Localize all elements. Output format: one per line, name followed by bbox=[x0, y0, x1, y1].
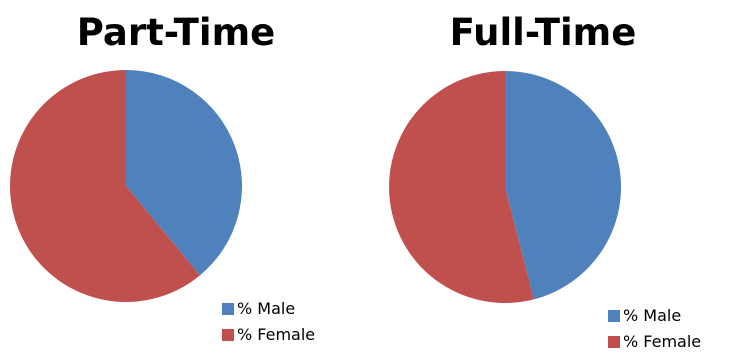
pie-slice-male bbox=[126, 70, 242, 276]
pie-plot-area bbox=[389, 71, 622, 303]
legend: % Male % Female bbox=[608, 303, 701, 355]
legend-label-female: % Female bbox=[237, 325, 316, 344]
legend-label-male: % Male bbox=[237, 299, 296, 318]
chart-title: Part-Time bbox=[76, 11, 276, 54]
legend-item-female: % Female bbox=[222, 322, 315, 348]
legend-swatch-female bbox=[608, 336, 620, 348]
pie-chart-part-time: Part-Time % Male % Female bbox=[0, 0, 366, 353]
legend-item-male: % Male bbox=[608, 303, 701, 329]
legend-item-male: % Male bbox=[222, 296, 315, 322]
pie-chart-full-time: Full-Time % Male % Female bbox=[366, 0, 733, 353]
pie-plot-area bbox=[9, 70, 242, 302]
legend-swatch-female bbox=[222, 329, 234, 341]
legend: % Male % Female bbox=[222, 296, 315, 348]
pie-slice-male bbox=[505, 71, 622, 300]
legend-swatch-male bbox=[608, 310, 620, 322]
pie-slice-female bbox=[389, 71, 534, 303]
legend-label-male: % Male bbox=[623, 306, 682, 325]
legend-label-female: % Female bbox=[623, 332, 702, 351]
pie-slice-female bbox=[9, 70, 200, 302]
chart-title: Full-Time bbox=[449, 11, 637, 54]
legend-swatch-male bbox=[222, 303, 234, 315]
legend-item-female: % Female bbox=[608, 329, 701, 355]
